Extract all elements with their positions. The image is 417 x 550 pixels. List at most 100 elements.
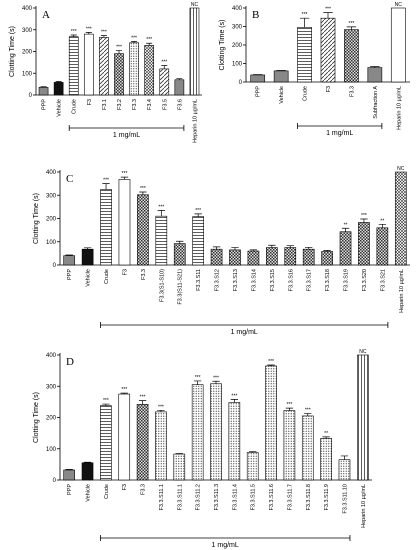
panel-label: D (66, 356, 74, 368)
bar (321, 251, 333, 266)
error-bar (175, 453, 183, 455)
bar (189, 7, 200, 96)
bar (63, 469, 75, 481)
x-tick-label: F3.3.S11.6 (269, 484, 275, 511)
bar (344, 29, 359, 83)
significance-label: *** (122, 171, 128, 177)
significance-label: *** (361, 213, 367, 219)
y-tick-label: 0 (239, 80, 243, 86)
x-tick-label: Vehicle (57, 99, 63, 117)
significance-label: ** (380, 218, 384, 224)
bar (297, 27, 312, 83)
bar (114, 53, 124, 96)
error-bar (115, 50, 123, 54)
y-tick-label: 300 (22, 28, 33, 34)
error-bar (40, 86, 47, 88)
x-tick-label: Heparin 10 µg/mL (192, 99, 198, 143)
bar (273, 70, 289, 83)
x-tick-label: F3.3.S14 (251, 269, 257, 291)
error-bar (341, 227, 350, 232)
x-tick-label: Heparin 10 µg/mL (399, 269, 405, 313)
x-tick-label: F3.3.S12 (215, 269, 221, 291)
x-tick-label: F3.4 (147, 99, 153, 110)
y-tick-label: 0 (29, 93, 33, 99)
x-tick-label: Crude (72, 99, 78, 114)
bar (118, 179, 131, 266)
significance-label: ** (324, 431, 328, 437)
significance-label: *** (140, 186, 146, 192)
x-tick-label: F3.3.S15 (270, 269, 276, 291)
error-bar (267, 364, 275, 366)
significance-label: *** (158, 404, 164, 410)
x-tick-label: PPP (256, 86, 262, 97)
panel-label: B (252, 9, 259, 21)
bar (137, 194, 149, 266)
error-bar (65, 254, 73, 256)
error-bar (176, 78, 183, 80)
significance-label: *** (86, 26, 92, 32)
bar (247, 250, 260, 266)
bar (129, 42, 139, 96)
x-tick-label: F3.3.S11.2 (196, 484, 202, 511)
error-bar (194, 213, 202, 217)
error-bar (305, 246, 313, 250)
bar (266, 247, 278, 266)
error-bar (120, 176, 129, 180)
bracket-label: 1 mg/mL (212, 542, 239, 549)
error-bar (249, 249, 258, 252)
x-tick-label: F3.3.S11.7 (287, 484, 293, 511)
y-tick-label: 300 (46, 193, 57, 199)
error-bar (138, 400, 147, 405)
x-tick-label: F3 (87, 99, 93, 105)
y-tick-label: 100 (46, 240, 57, 246)
significance-label: *** (146, 37, 152, 43)
bar (246, 452, 259, 481)
significance-label: *** (121, 387, 127, 393)
x-tick-label: F3.6 (177, 99, 183, 110)
bar (99, 37, 109, 96)
x-tick-label: Heparin 10 µg/mL (361, 484, 367, 528)
bar (358, 222, 370, 266)
error-bar (340, 455, 349, 460)
x-tick-label: F3.1 (102, 99, 108, 110)
error-bar (212, 246, 221, 250)
significance-label: *** (305, 407, 311, 413)
error-bar (322, 436, 330, 439)
x-tick-label: Vehicle (86, 484, 92, 502)
error-bar (85, 32, 92, 35)
bar (376, 227, 389, 266)
error-bar (323, 12, 333, 19)
x-tick-label: F3.3(S1-S10) (159, 269, 165, 302)
x-tick-label: F3.3 (141, 269, 147, 280)
error-bar (157, 409, 165, 412)
error-bar (370, 66, 380, 68)
y-tick-label: 400 (22, 6, 33, 12)
x-tick-label: F3.3 (141, 484, 147, 495)
x-tick-label: F3.3.S11 (196, 269, 202, 291)
error-bar (139, 191, 147, 195)
x-tick-label: PPP (67, 484, 73, 495)
x-tick-label: F3.3 (132, 99, 138, 110)
bracket-label: 1 mg/mL (326, 130, 353, 137)
x-tick-label: Vehicle (86, 269, 92, 287)
error-bar (146, 42, 153, 46)
y-tick-label: 100 (46, 447, 57, 453)
error-bar (212, 380, 220, 384)
significance-label: *** (103, 398, 109, 404)
error-bar (102, 403, 110, 406)
bar (174, 79, 185, 96)
significance-label: *** (116, 44, 122, 50)
y-tick-label: 300 (232, 25, 243, 31)
y-tick-label: 200 (46, 416, 57, 422)
significance-label: *** (302, 12, 308, 18)
significance-label: *** (231, 393, 237, 399)
x-tick-label: F3.3.S19 (344, 269, 350, 291)
bar (283, 410, 296, 481)
significance-label: *** (161, 60, 167, 66)
error-bar (268, 244, 276, 248)
y-tick-label: 200 (22, 50, 33, 56)
error-bar (131, 41, 138, 43)
x-tick-label: F3 (122, 269, 128, 275)
bar (83, 33, 94, 96)
